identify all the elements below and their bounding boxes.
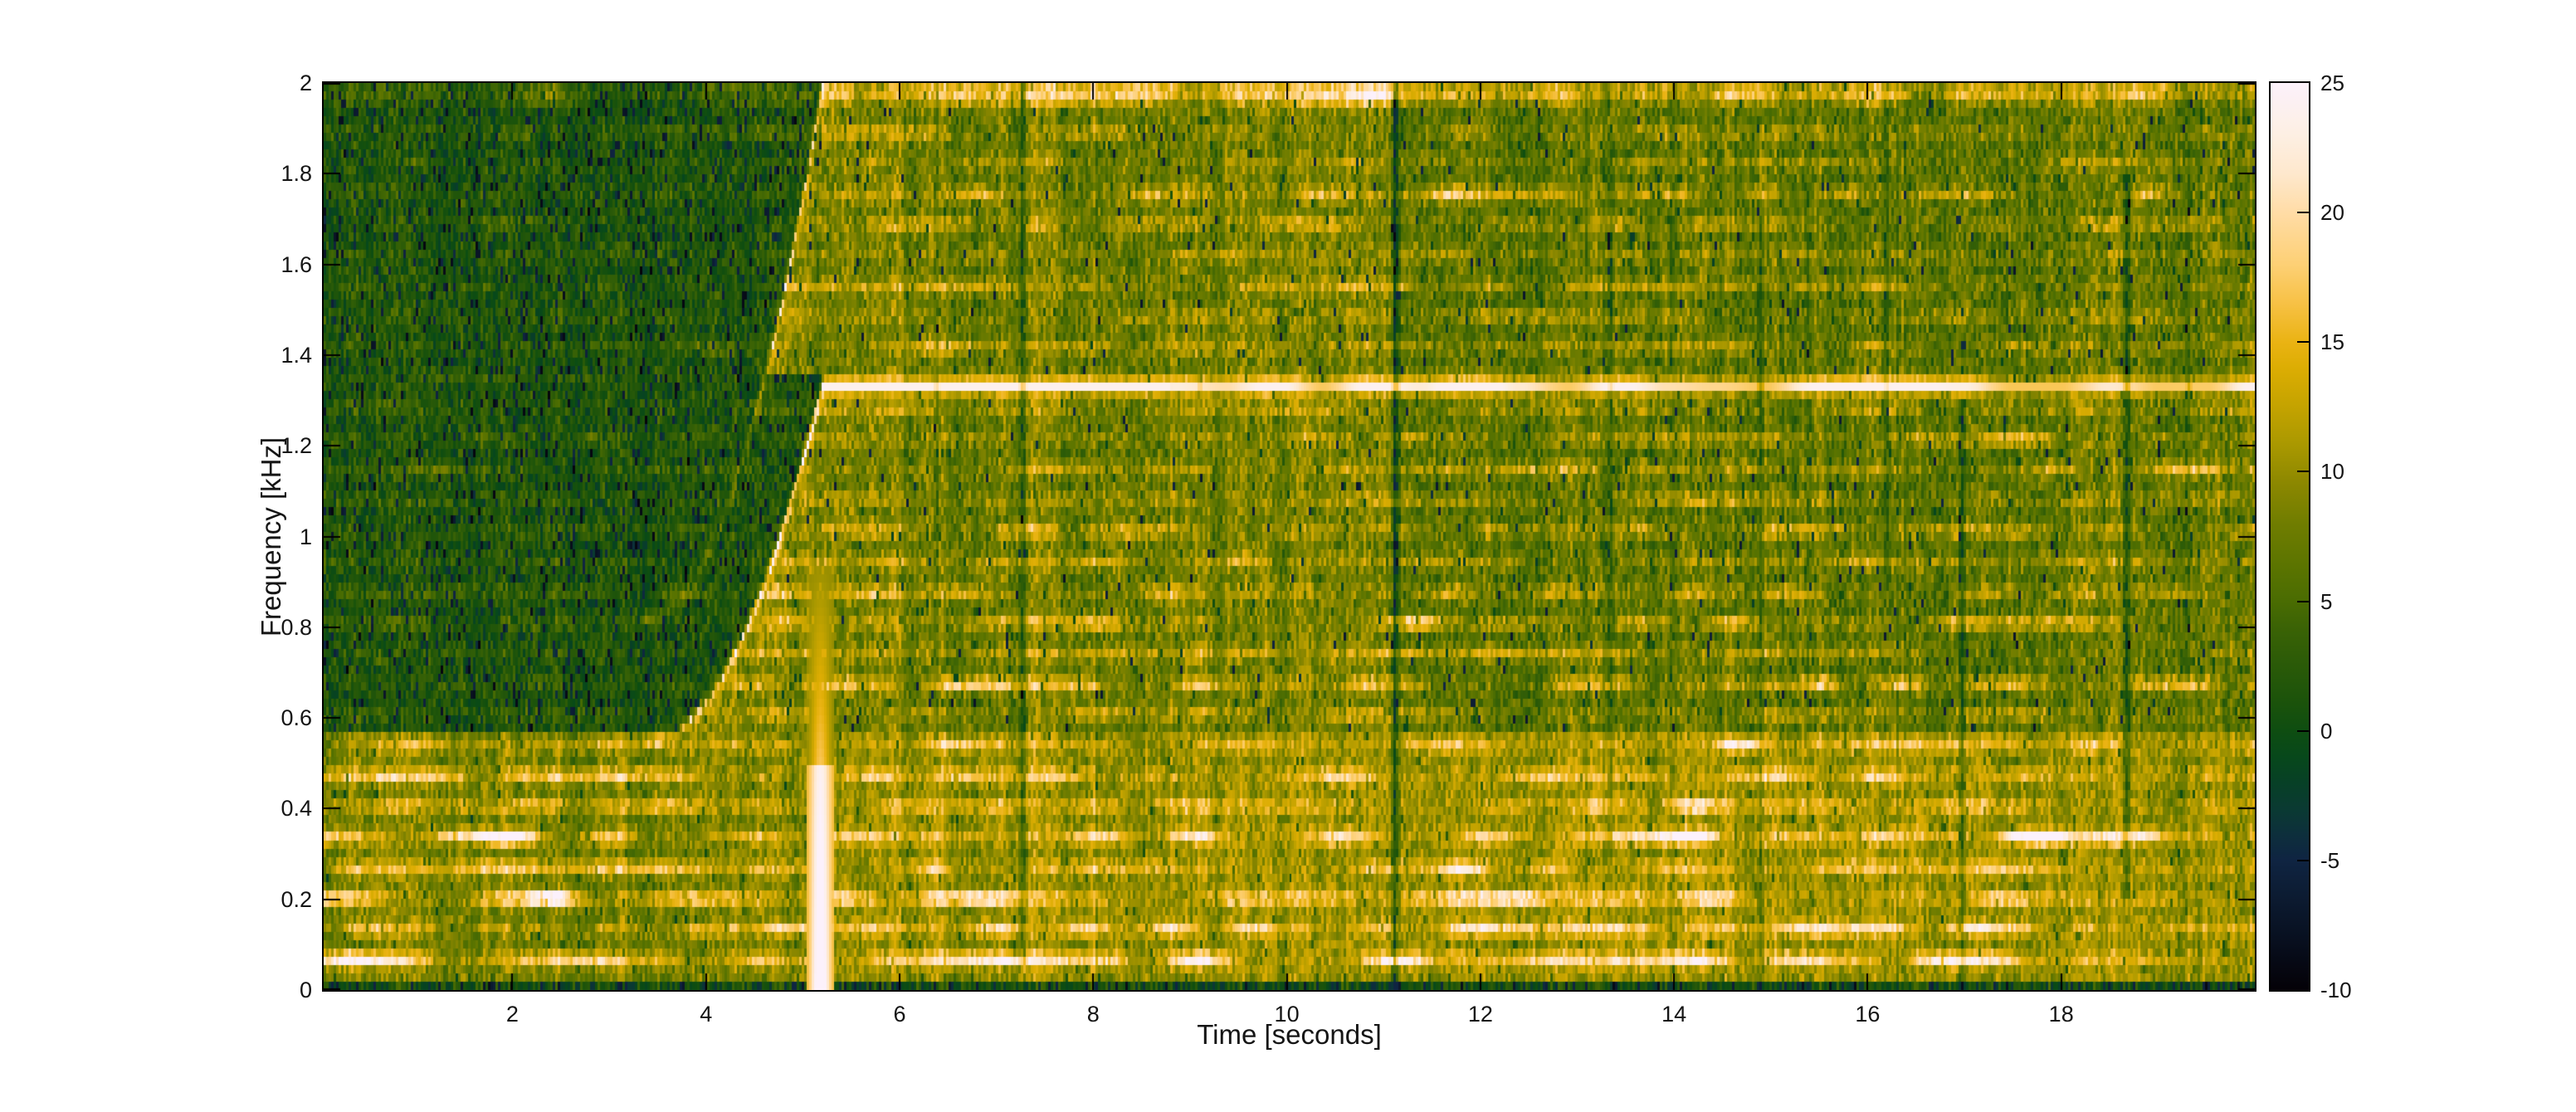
spectrogram-image	[322, 81, 2256, 992]
colorbar-tick-mark	[2297, 212, 2309, 214]
colorbar-tick-mark	[2297, 600, 2309, 602]
colorbar-tick-label: -10	[2320, 978, 2352, 1002]
y-tick-label: 2	[299, 71, 312, 95]
y-tick-label: 0.4	[281, 796, 312, 822]
y-tick-label: 0.6	[281, 705, 312, 731]
x-tick-label: 12	[1467, 1002, 1493, 1027]
colorbar-tick-mark	[2297, 471, 2309, 473]
x-tick-label: 10	[1274, 1002, 1300, 1027]
y-tick-label: 0.2	[281, 886, 312, 912]
x-tick-label: 18	[2048, 1002, 2074, 1027]
y-tick-label: 1.8	[281, 161, 312, 187]
colorbar-tick-mark	[2297, 729, 2309, 732]
x-axis-label: Time [seconds]	[1197, 1019, 1382, 1050]
x-tick-label: 6	[893, 1002, 906, 1027]
y-tick-label: 1.6	[281, 251, 312, 277]
colorbar-tick-label: 25	[2320, 71, 2344, 95]
y-tick-label: 0	[299, 978, 312, 1002]
colorbar-tick-label: -5	[2320, 847, 2340, 873]
colorbar-tick-label: 15	[2320, 329, 2344, 355]
colorbar	[2269, 81, 2310, 992]
colorbar-tick-label: 20	[2320, 200, 2344, 226]
y-tick-label: 1.2	[281, 433, 312, 459]
x-tick-label: 8	[1086, 1002, 1100, 1027]
y-tick-label: 1.4	[281, 342, 312, 368]
y-tick-label: 0.8	[281, 614, 312, 640]
colorbar-tick-mark	[2297, 341, 2309, 344]
colorbar-tick-label: 10	[2320, 459, 2344, 485]
x-tick-label: 2	[505, 1002, 519, 1027]
x-tick-label: 14	[1661, 1002, 1687, 1027]
colorbar-tick-label: 0	[2320, 718, 2333, 744]
x-tick-label: 4	[700, 1002, 713, 1027]
y-tick-label: 1	[299, 524, 312, 549]
colorbar-tick-mark	[2297, 859, 2309, 861]
colorbar-tick-label: 5	[2320, 588, 2333, 614]
x-tick-label: 16	[1855, 1002, 1881, 1027]
